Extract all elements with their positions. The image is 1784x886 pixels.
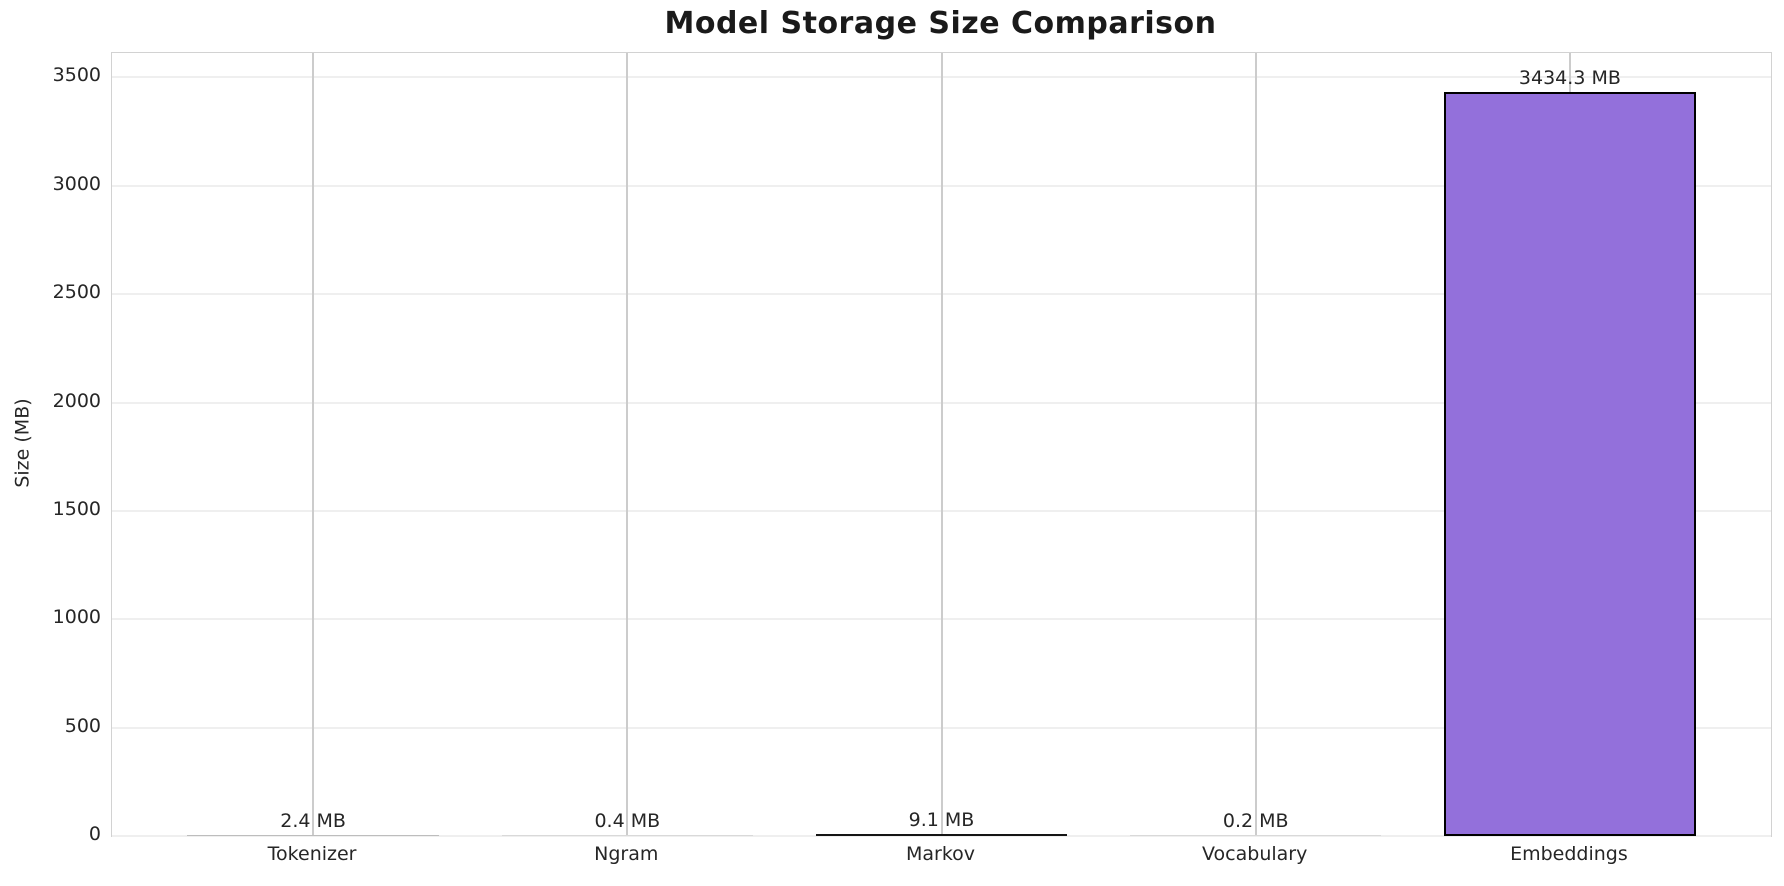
bar-value-label: 2.4 MB bbox=[280, 809, 346, 832]
x-tick-label: Tokenizer bbox=[267, 843, 357, 865]
bar bbox=[1130, 834, 1382, 836]
x-tick-label: Vocabulary bbox=[1202, 843, 1308, 865]
bar bbox=[187, 834, 439, 836]
y-tick-label: 500 bbox=[64, 714, 101, 737]
bar-value-label: 3434.3 MB bbox=[1518, 66, 1621, 89]
bar bbox=[815, 834, 1068, 836]
y-tick-label: 1500 bbox=[52, 497, 101, 520]
plot-area: 2.4 MB 0.4 MB 9.1 MB 0.2 MB 3434.3 MB bbox=[111, 52, 1772, 837]
x-tick-label: Embeddings bbox=[1510, 843, 1628, 865]
y-tick-label: 3500 bbox=[52, 64, 101, 87]
y-tick-label: 1000 bbox=[52, 606, 101, 629]
bar-value-label: 9.1 MB bbox=[908, 809, 975, 832]
v-gridline bbox=[626, 53, 629, 836]
v-gridline bbox=[312, 53, 315, 836]
bar-value-label: 0.4 MB bbox=[594, 809, 661, 832]
chart-title: Model Storage Size Comparison bbox=[664, 6, 1217, 41]
bar bbox=[501, 834, 753, 836]
x-tick-label: Ngram bbox=[594, 843, 659, 865]
v-gridline bbox=[940, 53, 943, 836]
y-tick-label: 2000 bbox=[52, 389, 101, 412]
bar bbox=[1444, 91, 1696, 836]
y-tick-label: 2500 bbox=[52, 281, 101, 304]
h-gridline bbox=[112, 835, 1771, 837]
x-tick-label: Markov bbox=[905, 843, 976, 865]
y-tick-label: 0 bbox=[88, 823, 101, 845]
bar-value-label: 0.2 MB bbox=[1222, 809, 1289, 832]
y-tick-label: 3000 bbox=[52, 172, 101, 195]
v-gridline bbox=[1254, 53, 1257, 836]
